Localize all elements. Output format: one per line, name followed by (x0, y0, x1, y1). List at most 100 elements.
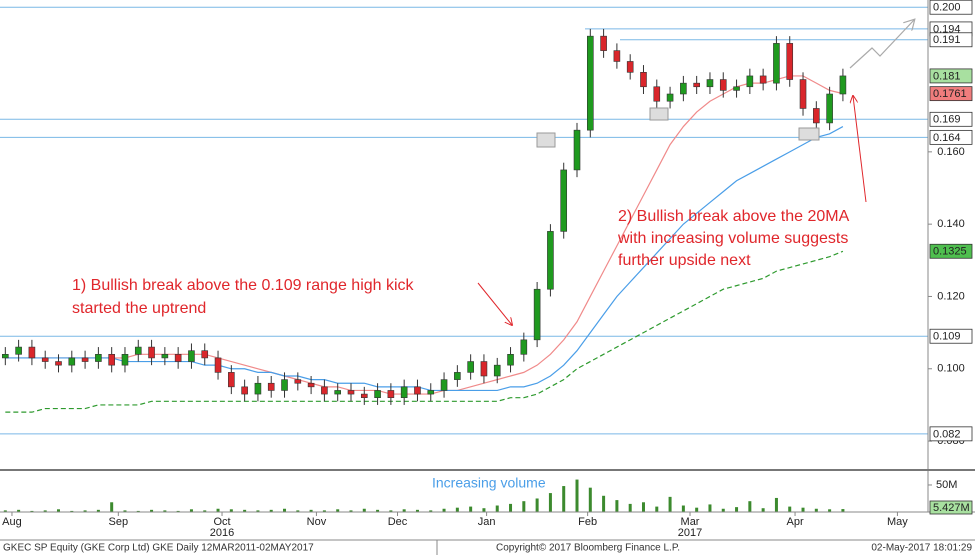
candle-body (334, 390, 341, 395)
price-label: 0.109 (933, 331, 961, 343)
candle-body (440, 379, 448, 391)
volume-bar (43, 510, 47, 512)
footer-right: 02-May-2017 18:01:29 (871, 543, 972, 554)
price-label: 0.200 (933, 2, 961, 14)
ma-line (5, 75, 844, 395)
candle-body (480, 361, 488, 377)
price-label-box (929, 111, 973, 127)
volume-bar (283, 508, 287, 512)
volume-bar (695, 507, 699, 512)
price-label-box (929, 243, 973, 259)
candle-body (241, 386, 248, 395)
candle-body (680, 82, 687, 95)
candle-body (228, 372, 235, 388)
volume-label: 5.427M (933, 502, 970, 514)
volume-bar (788, 506, 792, 512)
candle-body (321, 386, 328, 395)
volume-bar (735, 507, 739, 512)
candle-body (81, 357, 89, 362)
candle-body (719, 79, 727, 91)
candle-body (95, 354, 102, 362)
candle-body (294, 379, 302, 384)
x-tick-label: Oct (213, 516, 230, 528)
candle-body (55, 361, 62, 366)
volume-bar (163, 510, 167, 512)
x-tick-label: Mar (681, 516, 700, 528)
candle-body (613, 50, 621, 62)
volume-tick-label: 50M (936, 479, 957, 491)
highlight-box (649, 107, 669, 121)
volume-bar (668, 496, 672, 512)
candle-body (640, 72, 647, 88)
price-label: 0.164 (933, 132, 961, 144)
volume-bar (376, 509, 380, 512)
volume-bar (96, 509, 100, 512)
volume-bar (83, 510, 87, 512)
volume-bar (469, 506, 473, 512)
annotation-text: 2) Bullish break above the 20MA (618, 208, 850, 225)
volume-bar (575, 479, 579, 512)
candle-body (746, 75, 754, 88)
volume-bar (522, 501, 526, 512)
price-label: 0.1761 (933, 88, 967, 100)
candle-body (148, 346, 155, 359)
candle-body (799, 79, 807, 109)
volume-bar (655, 506, 659, 512)
candle-body (600, 35, 607, 51)
candle-body (626, 61, 634, 73)
volume-bar (721, 508, 725, 512)
volume-bar (203, 510, 207, 512)
candle-body (2, 354, 9, 359)
volume-bar (243, 509, 247, 512)
volume-bar (56, 509, 60, 512)
candle-body (547, 231, 554, 290)
candle-body (520, 339, 528, 355)
highlight-box (798, 127, 820, 141)
volume-bar (641, 502, 645, 512)
volume-bar (110, 502, 114, 512)
volume-bar (17, 509, 21, 512)
footer-center: Copyright© 2017 Bloomberg Finance L.P. (496, 543, 680, 554)
x-tick-label: Nov (307, 516, 327, 528)
volume-bar (189, 509, 193, 512)
x-tick-label: Sep (109, 516, 129, 528)
candle-body (813, 108, 820, 124)
price-label: 0.169 (933, 114, 961, 126)
volume-bar (336, 509, 340, 512)
volume-bar (309, 509, 313, 512)
volume-bar (402, 509, 406, 512)
candle-body (773, 43, 780, 84)
price-label-box (929, 86, 973, 102)
candle-body (786, 43, 794, 80)
candle-body (281, 379, 288, 391)
volume-bar (841, 509, 845, 512)
candle-body (693, 82, 700, 88)
price-label: 0.082 (933, 428, 961, 440)
volume-bar (415, 509, 419, 512)
volume-bar (588, 487, 592, 512)
price-label-box (929, 0, 973, 15)
candle-body (666, 93, 674, 102)
candle-body (360, 393, 368, 398)
volume-bar (429, 510, 433, 512)
annotation-text: started the uptrend (72, 300, 206, 317)
volume-bar (362, 508, 366, 512)
volume-bar (216, 508, 220, 512)
y-tick-label: 0.100 (937, 363, 965, 375)
volume-bar (774, 497, 778, 512)
projection-arrow (849, 20, 914, 69)
candle-body (15, 346, 22, 355)
volume-bar (748, 501, 752, 512)
candle-body (188, 350, 195, 362)
candle-body (560, 169, 568, 232)
candle-body (41, 357, 49, 362)
annotation-text: further upside next (618, 252, 751, 269)
annotation-text: with increasing volume suggests (617, 230, 848, 247)
volume-bar (482, 508, 486, 512)
candle-body (68, 357, 76, 366)
candle-body (121, 354, 129, 366)
volume-bar (442, 508, 446, 512)
candle-body (387, 390, 395, 398)
annotation-text: 1) Bullish break above the 0.109 range h… (72, 277, 415, 294)
